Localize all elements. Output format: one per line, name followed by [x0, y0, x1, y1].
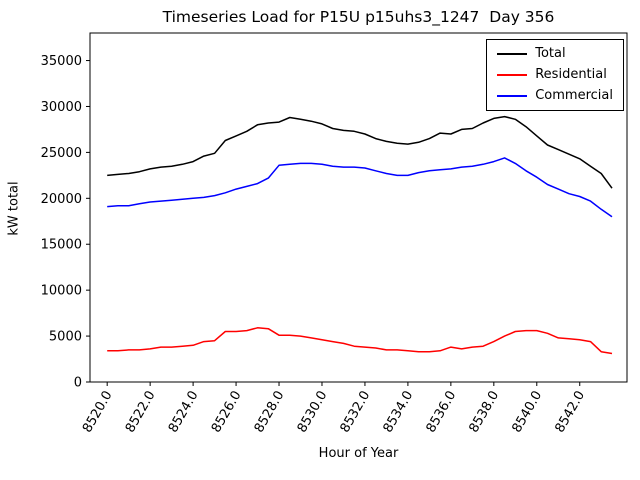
- y-tick-label: 30000: [41, 100, 82, 115]
- x-tick-label: 8538.0: [467, 389, 503, 436]
- series-line-total: [107, 115, 613, 189]
- x-tick-label: 8528.0: [252, 389, 288, 436]
- x-tick-label: 8542.0: [552, 389, 588, 436]
- legend: Total Residential Commercial: [486, 39, 624, 111]
- y-tick-label: 10000: [41, 284, 82, 299]
- legend-label: Residential: [535, 67, 607, 82]
- x-tick-label: 8536.0: [424, 389, 460, 436]
- y-tick-label: 0: [74, 376, 82, 391]
- y-tick-label: 35000: [41, 54, 82, 69]
- legend-entry-total: Total: [497, 47, 613, 61]
- x-axis-label: Hour of Year: [318, 446, 399, 461]
- x-tick-label: 8534.0: [381, 389, 417, 436]
- x-tick-label: 8540.0: [510, 389, 546, 436]
- y-tick-label: 5000: [49, 330, 82, 345]
- y-tick-label: 15000: [41, 238, 82, 253]
- x-tick-label: 8526.0: [209, 389, 245, 436]
- legend-label: Commercial: [535, 88, 613, 103]
- legend-line-sample: [497, 53, 528, 55]
- y-tick-label: 25000: [41, 146, 82, 161]
- y-tick-label: 20000: [41, 192, 82, 207]
- legend-line-sample: [497, 74, 528, 76]
- x-tick-label: 8530.0: [295, 389, 331, 436]
- x-tick-label: 8532.0: [338, 389, 374, 436]
- legend-label: Total: [535, 46, 566, 61]
- legend-line-sample: [497, 95, 528, 97]
- legend-entry-commercial: Commercial: [497, 89, 613, 103]
- axes-spines: [89, 32, 628, 383]
- x-tick-label: 8524.0: [166, 389, 202, 436]
- legend-entry-residential: Residential: [497, 68, 613, 82]
- x-tick-label: 8520.0: [80, 389, 116, 436]
- series-line-residential: [107, 327, 613, 355]
- y-axis-label: kW total: [6, 181, 22, 236]
- series-line-commercial: [107, 157, 613, 218]
- x-tick-label: 8522.0: [123, 389, 159, 436]
- chart-title: Timeseries Load for P15U p15uhs3_1247 Da…: [162, 8, 555, 26]
